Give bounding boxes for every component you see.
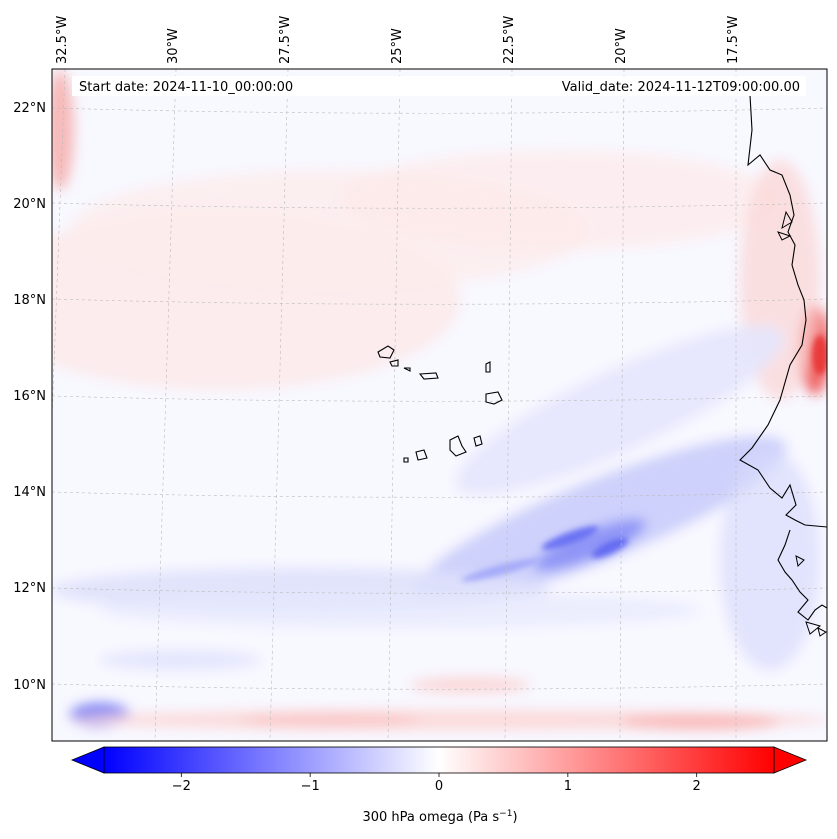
colorbar-tick-label: −2 [172,779,191,794]
lon-label: 27.5°W [278,16,293,64]
colorbar-label-main: 300 hPa omega (Pa s [362,810,499,825]
coastline-africa [739,94,827,621]
colorbar-label-sup: −1 [499,809,512,819]
valid-date-label: Valid_date: 2024-11-12T09:00:00.00 [562,80,800,95]
lon-label: 20°W [614,28,629,64]
colorbar-extend-high [773,746,808,774]
map-gridlines [52,69,827,741]
omega-field [52,70,827,730]
lat-label: 16°N [13,389,46,404]
colorbar-ramp [103,746,775,774]
cape-verde-islands [377,345,503,463]
map-frame [51,68,828,742]
lon-label: 25°W [390,28,405,64]
colorbar-tick-label: 1 [564,779,572,794]
lat-label: 18°N [13,293,46,308]
lat-label: 22°N [13,101,46,116]
colorbar-label-tail: ) [512,810,517,825]
lon-label: 30°W [166,28,181,64]
lat-label: 20°N [13,197,46,212]
lat-label: 14°N [13,485,46,500]
colorbar: −2 −1 0 1 2 300 hPa omega (Pa s−1) [70,746,808,825]
colorbar-label: 300 hPa omega (Pa s−1) [362,809,517,825]
lon-label: 17.5°W [726,16,741,64]
lon-label: 22.5°W [502,16,517,64]
longitude-labels: 32.5°W 30°W 27.5°W 25°W 22.5°W 20°W 17.5… [55,16,741,64]
colorbar-ticks: −2 −1 0 1 2 [172,773,701,794]
header-strip [72,76,806,96]
colorbar-extend-low [70,746,105,774]
map-panel: Start date: 2024-11-10_00:00:00 Valid_da… [52,69,827,741]
lon-label: 32.5°W [55,16,70,64]
start-date-label: Start date: 2024-11-10_00:00:00 [79,80,293,95]
coastline-islands-africa [777,210,827,637]
lat-label: 10°N [13,678,46,693]
colorbar-tick-label: −1 [301,779,320,794]
latitude-labels: 22°N 20°N 18°N 16°N 14°N 12°N 10°N [13,101,46,693]
colorbar-tick-label: 0 [435,779,443,794]
colorbar-tick-label: 2 [693,779,701,794]
lat-label: 12°N [13,581,46,596]
